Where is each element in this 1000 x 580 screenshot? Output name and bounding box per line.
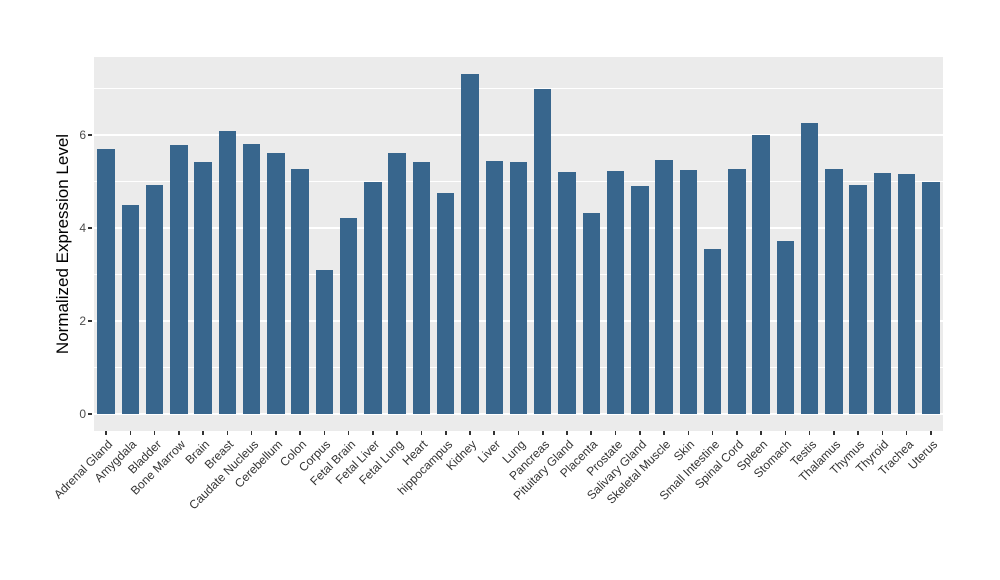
plot-panel — [94, 57, 943, 431]
bar-brain — [194, 161, 212, 414]
bar-thalamus — [825, 168, 843, 414]
x-tick-mark — [638, 431, 641, 435]
x-tick-mark — [372, 431, 374, 435]
x-tick-mark — [808, 431, 811, 435]
x-tick-mark — [760, 431, 762, 435]
bar-lung — [509, 161, 528, 414]
bar-trachea — [897, 174, 916, 414]
bar-bone-marrow — [170, 145, 188, 414]
x-tick-mark — [202, 431, 204, 435]
bar-pituitary-gland — [558, 172, 576, 414]
bar-thyroid — [873, 172, 892, 414]
bar-small-intestine — [703, 248, 722, 414]
x-tick-mark — [614, 431, 617, 435]
x-tick-mark — [275, 431, 277, 435]
x-tick-mark — [347, 431, 350, 435]
gridline-major — [94, 412, 943, 415]
bar-colon — [291, 168, 309, 414]
x-tick-mark — [153, 431, 156, 435]
bar-testis — [800, 122, 819, 414]
x-tick-mark — [663, 431, 665, 435]
y-tick-label: 6 — [79, 128, 86, 143]
bar-salivary-gland — [631, 186, 649, 414]
x-tick-mark — [687, 431, 690, 435]
x-tick-mark — [105, 431, 107, 435]
bar-cerebellum — [267, 153, 285, 414]
x-tick-mark — [881, 431, 884, 435]
x-tick-mark — [444, 431, 447, 435]
bar-corpus — [315, 269, 334, 414]
x-tick-mark — [905, 431, 908, 435]
bar-uterus — [922, 181, 940, 414]
bar-caudate-nucleus — [242, 144, 261, 414]
y-tick-label: 0 — [79, 406, 86, 421]
x-tick-mark — [711, 431, 714, 435]
y-tick-mark — [88, 134, 92, 136]
bar-amygdala — [121, 204, 140, 414]
x-tick-mark — [396, 431, 398, 435]
x-tick-mark — [833, 431, 835, 435]
bar-breast — [218, 130, 237, 414]
bar-spleen — [752, 135, 770, 414]
bar-fetal-liver — [364, 182, 382, 414]
x-tick-mark — [541, 431, 544, 435]
bar-skeletal-muscle — [655, 160, 673, 414]
bar-fetal-brain — [339, 217, 358, 414]
bar-bladder — [145, 184, 164, 414]
x-tick-mark — [493, 431, 496, 435]
y-tick-label: 2 — [79, 313, 86, 328]
x-tick-mark — [930, 431, 932, 435]
bar-stomach — [776, 240, 795, 414]
bar-heart — [412, 161, 431, 414]
bar-skin — [679, 169, 698, 414]
y-tick-label: 4 — [79, 220, 86, 235]
bar-hippocampus — [436, 192, 455, 414]
gridline-major — [94, 134, 943, 137]
bar-adrenal-gland — [97, 148, 115, 414]
bar-thymus — [849, 184, 867, 414]
x-tick-mark — [590, 431, 593, 435]
bar-placenta — [582, 213, 600, 414]
y-tick-mark — [88, 413, 92, 415]
x-tick-mark — [299, 431, 301, 435]
bar-fetal-lung — [388, 153, 406, 414]
bar-spinal-cord — [728, 169, 746, 414]
x-tick-mark — [736, 431, 738, 435]
bar-pancreas — [534, 88, 552, 414]
x-tick-mark — [250, 431, 253, 435]
bar-prostate — [606, 170, 625, 414]
x-tick-mark — [178, 431, 180, 435]
bar-kidney — [461, 74, 479, 414]
y-tick-mark — [88, 320, 92, 322]
x-tick-mark — [517, 431, 520, 435]
y-tick-mark — [88, 227, 92, 229]
x-tick-mark — [226, 431, 229, 435]
bar-liver — [485, 161, 503, 414]
x-tick-mark — [469, 431, 471, 435]
x-tick-mark — [129, 431, 132, 435]
x-tick-mark — [784, 431, 787, 435]
x-tick-mark — [323, 431, 326, 435]
gridline-minor — [94, 88, 943, 90]
x-tick-mark — [420, 431, 423, 435]
x-tick-mark — [857, 431, 859, 435]
x-tick-mark — [566, 431, 568, 435]
